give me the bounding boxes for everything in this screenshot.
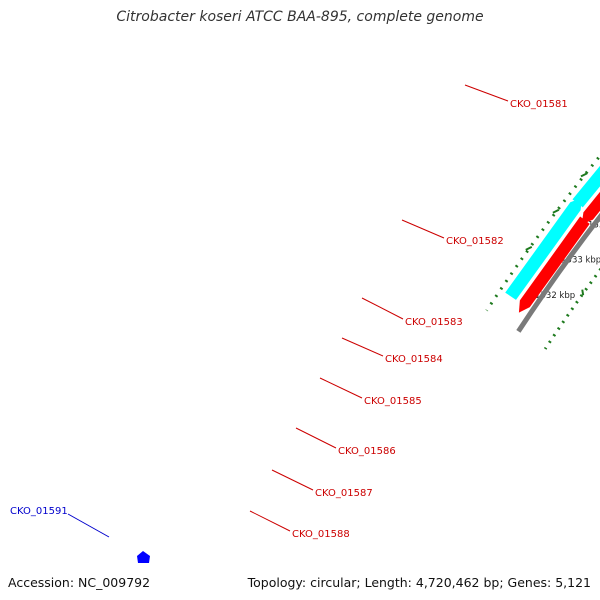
backbone-arc — [516, 212, 600, 333]
gene-label: CKO_01588 — [292, 529, 350, 540]
inner-ruler-tick — [552, 208, 560, 214]
topology-text: Topology: circular; Length: 4,720,462 bp… — [247, 575, 591, 590]
top-fade — [330, 0, 600, 22]
gene-label: CKO_01585 — [364, 396, 422, 407]
gene-label: CKO_01583 — [405, 317, 463, 328]
ruler-ticks — [485, 153, 600, 350]
reverse-gene-arrow — [581, 191, 600, 225]
callout-line — [464, 84, 509, 102]
reverse-gene-arrow — [518, 216, 590, 313]
gene-callouts: CKO_01581 CKO_01582 CKO_01583 CKO_01584 CKO_… — [10, 84, 568, 540]
forward-gene-arrow — [505, 197, 583, 300]
cko-01591-gene-arrow — [137, 551, 150, 563]
reverse-strand-genes — [137, 191, 600, 563]
callout-line — [295, 427, 337, 449]
forward-gene-arrow — [572, 165, 600, 208]
gene-label: CKO_01581 — [510, 99, 568, 110]
accession-text: Accession: NC_009792 — [8, 575, 151, 590]
callout-line — [361, 297, 404, 320]
gene-label: CKO_01582 — [446, 236, 504, 247]
inner-ruler-tick — [580, 172, 588, 178]
gene-label: CKO_01587 — [315, 488, 373, 499]
callout-line — [341, 337, 384, 357]
gene-label: CKO_01591 — [10, 506, 68, 517]
ruler-tick — [581, 289, 585, 296]
forward-strand-genes — [505, 165, 600, 300]
inner-ruler-tick — [525, 245, 533, 251]
gene-label: CKO_01584 — [385, 354, 443, 365]
gene-label: CKO_01586 — [338, 446, 396, 457]
backbone — [516, 212, 600, 333]
map-title: Citrobacter koseri ATCC BAA-895, complet… — [116, 9, 484, 25]
callout-line — [401, 219, 445, 239]
callout-line — [67, 513, 110, 538]
callout-line — [249, 510, 291, 532]
callout-line — [319, 377, 363, 399]
ruler-label: 1533 kbp — [561, 255, 600, 265]
callout-line — [271, 469, 314, 491]
ruler-label: 1532 kbp — [535, 291, 575, 301]
